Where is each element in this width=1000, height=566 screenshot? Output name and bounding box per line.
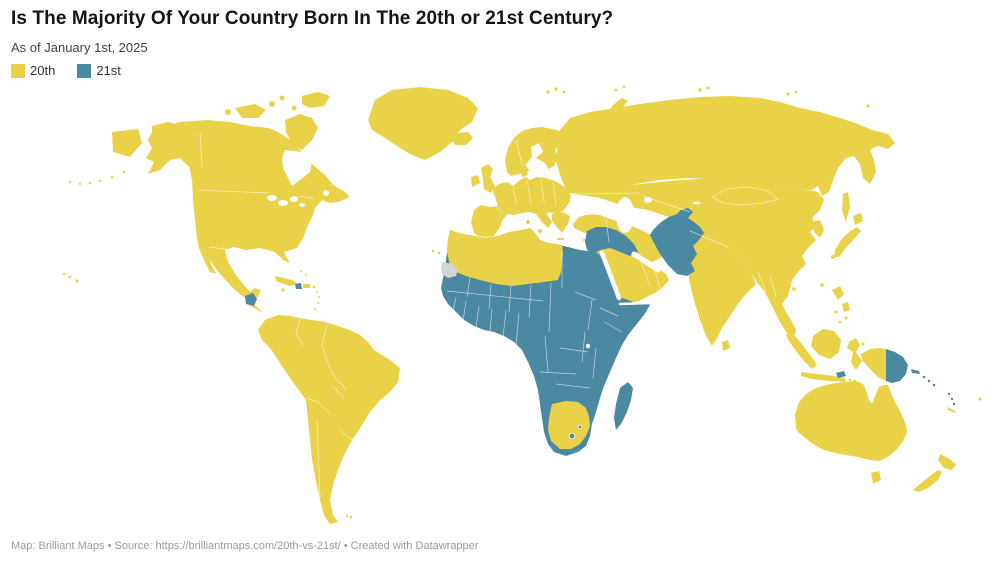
region-southern-africa bbox=[548, 401, 590, 449]
region-new-caledonia bbox=[947, 407, 956, 413]
region-hainan bbox=[792, 287, 796, 291]
region-syria-iraq-jordan bbox=[585, 227, 638, 256]
aleutian-islands bbox=[68, 170, 126, 186]
persian-gulf bbox=[631, 251, 661, 273]
region-western-sahara bbox=[441, 262, 458, 278]
region-sakhalin bbox=[842, 192, 850, 222]
region-india bbox=[687, 230, 756, 346]
region-puerto-rico bbox=[312, 285, 316, 289]
region-new-zealand bbox=[913, 454, 956, 492]
gulf-of-st-lawrence bbox=[323, 190, 329, 196]
region-west-new-guinea bbox=[861, 348, 886, 381]
legend-swatch-20th bbox=[11, 63, 25, 78]
region-jamaica bbox=[281, 288, 285, 292]
region-vanuatu bbox=[947, 392, 956, 406]
lake-balkhash bbox=[693, 201, 701, 205]
hudson-bay bbox=[282, 150, 312, 186]
region-crete bbox=[557, 238, 564, 240]
region-chukotka-wrap bbox=[112, 129, 142, 157]
region-sardinia bbox=[526, 220, 530, 224]
falkland-islands bbox=[345, 514, 353, 519]
region-greece-balkans bbox=[552, 212, 570, 233]
regions-20th-century bbox=[62, 85, 982, 524]
water-overlays bbox=[267, 143, 701, 349]
page-subtitle: As of January 1st, 2025 bbox=[11, 40, 148, 55]
baltic-sea bbox=[525, 143, 550, 177]
region-ireland bbox=[471, 175, 480, 187]
legend-swatch-21st bbox=[77, 63, 92, 78]
region-australia bbox=[795, 381, 907, 461]
map-legend: 20th 21st bbox=[11, 63, 121, 78]
legend-item-21st: 21st bbox=[77, 63, 121, 78]
canary-islands bbox=[431, 249, 441, 255]
region-united-kingdom bbox=[481, 164, 495, 193]
region-europe bbox=[471, 177, 571, 237]
legend-label-20th: 20th bbox=[30, 63, 56, 78]
region-tasmania bbox=[871, 471, 881, 484]
region-taiwan bbox=[820, 283, 824, 287]
region-japan bbox=[831, 213, 863, 259]
region-denmark bbox=[521, 169, 528, 177]
region-papua-new-guinea bbox=[886, 349, 908, 383]
region-sicily bbox=[538, 229, 542, 233]
country-borders bbox=[196, 131, 779, 499]
region-new-britain bbox=[911, 369, 920, 374]
hawaii bbox=[62, 272, 79, 283]
legend-label-21st: 21st bbox=[96, 63, 121, 78]
region-eswatini bbox=[577, 424, 583, 430]
page-title: Is The Majority Of Your Country Born In … bbox=[11, 8, 614, 29]
gulf-of-aden bbox=[618, 301, 652, 306]
region-solomon-islands bbox=[922, 375, 936, 387]
region-sri-lanka bbox=[722, 340, 730, 351]
region-italy bbox=[530, 202, 552, 228]
great-lakes bbox=[267, 195, 305, 207]
region-afghanistan-pakistan bbox=[650, 208, 704, 276]
region-guatemala-belize bbox=[245, 293, 257, 306]
region-russia bbox=[556, 96, 895, 196]
region-haiti bbox=[295, 283, 302, 289]
red-sea bbox=[599, 250, 622, 301]
region-timor-leste bbox=[836, 371, 846, 378]
region-fiji bbox=[978, 397, 982, 401]
legend-item-20th: 20th bbox=[11, 63, 55, 78]
lesser-antilles bbox=[300, 270, 320, 310]
region-greenland bbox=[368, 87, 478, 160]
regions-21st-century bbox=[245, 208, 956, 440]
region-south-america bbox=[258, 315, 400, 524]
region-north-africa bbox=[447, 228, 563, 286]
region-central-asia-china bbox=[560, 178, 824, 340]
black-sea bbox=[568, 201, 600, 215]
region-korea bbox=[812, 220, 824, 238]
region-novaya-zemlya bbox=[606, 98, 628, 120]
region-yemen bbox=[593, 283, 633, 308]
caspian-sea bbox=[616, 197, 634, 233]
arctic-islands bbox=[225, 92, 330, 150]
region-cuba bbox=[275, 276, 298, 286]
arctic-russian-islands bbox=[546, 85, 870, 108]
region-dominican-republic bbox=[303, 284, 310, 288]
region-madagascar bbox=[614, 382, 633, 430]
region-iceland bbox=[452, 132, 473, 145]
attribution-footer: Map: Brilliant Maps • Source: https://br… bbox=[11, 540, 479, 552]
region-lesotho bbox=[568, 432, 576, 440]
lake-victoria bbox=[585, 343, 591, 349]
region-indonesia-philippines bbox=[786, 286, 865, 383]
